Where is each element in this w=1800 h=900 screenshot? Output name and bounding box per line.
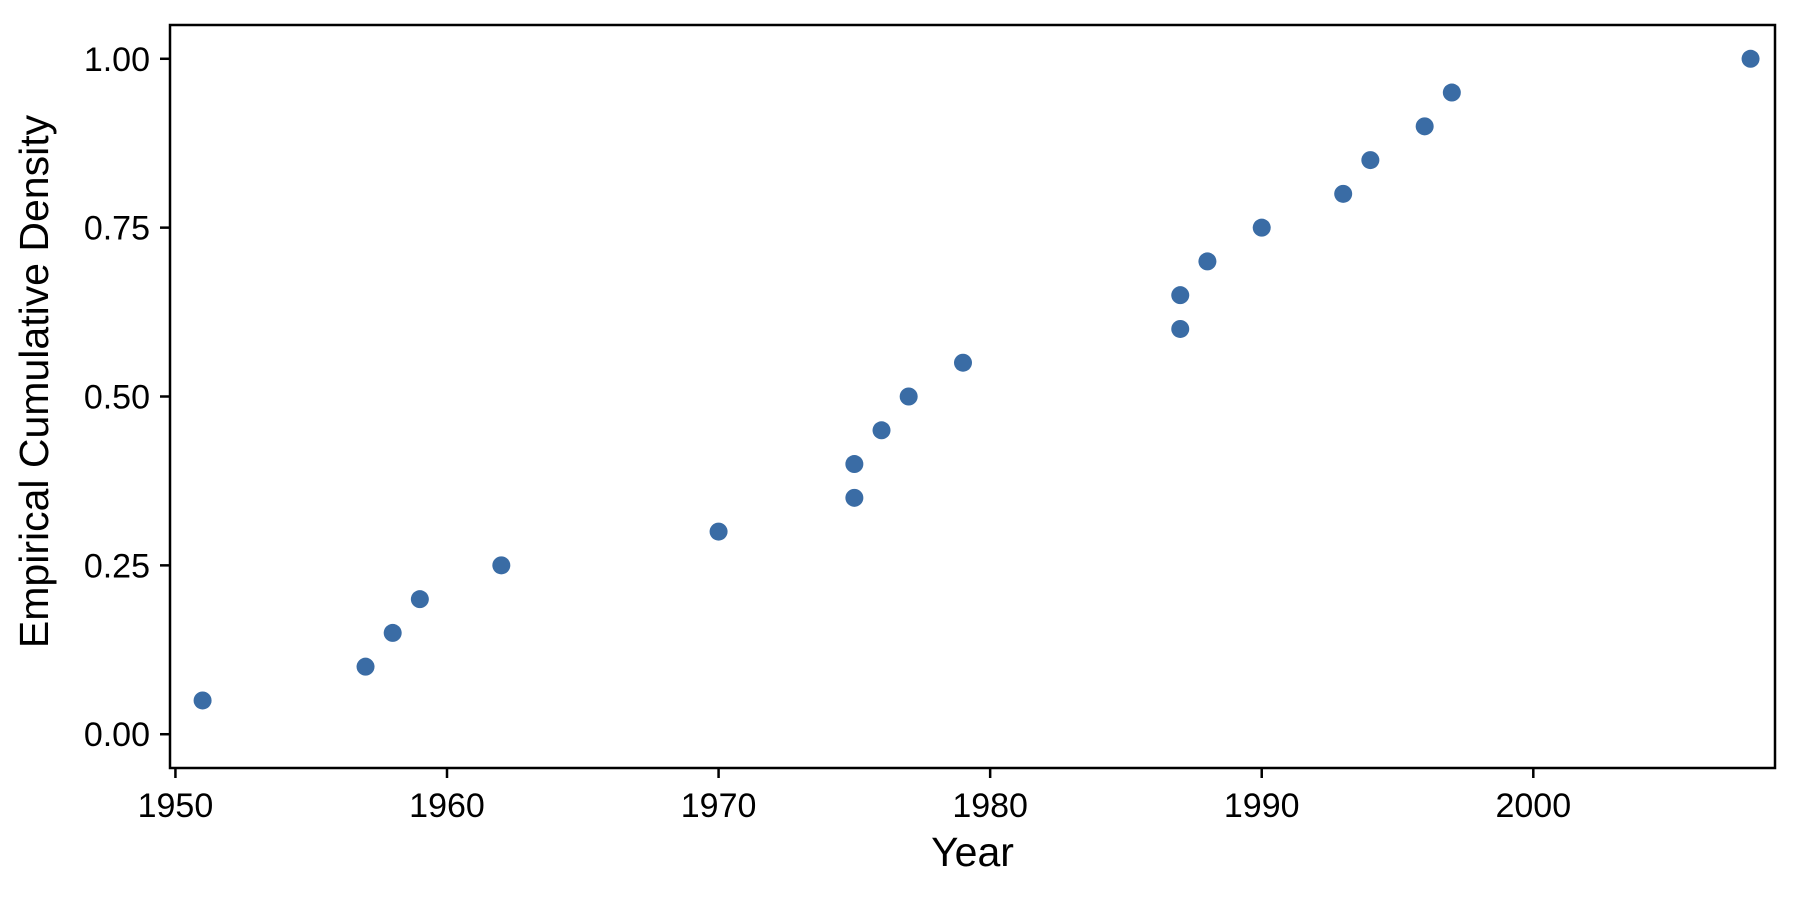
x-axis-ticks: 1950 1960 1970 1980 1990 2000 [138, 768, 1571, 825]
x-tick-label: 1950 [138, 787, 214, 825]
data-point [1334, 184, 1353, 203]
x-tick-label: 1990 [1224, 787, 1300, 825]
y-tick-label: 0.25 [84, 547, 150, 585]
data-point [899, 387, 918, 406]
y-axis-ticks: 0.00 0.25 0.50 0.75 1.00 [84, 41, 170, 754]
data-point [953, 353, 972, 372]
data-point [709, 522, 728, 541]
data-point [1171, 286, 1190, 305]
data-point [845, 455, 864, 474]
data-point [872, 421, 891, 440]
data-point [356, 657, 375, 676]
data-point [845, 488, 864, 507]
y-axis-title: Empirical Cumulative Density [11, 114, 57, 648]
data-point [1442, 83, 1461, 102]
axes-border [168, 23, 1777, 770]
x-tick-label: 2000 [1495, 787, 1571, 825]
x-tick-label: 1980 [952, 787, 1028, 825]
data-point [410, 590, 429, 609]
y-tick-label: 1.00 [84, 41, 150, 79]
data-point [193, 691, 212, 710]
y-tick-label: 0.75 [84, 210, 150, 248]
data-point [1252, 218, 1271, 237]
x-tick-label: 1960 [409, 787, 485, 825]
data-point [1171, 319, 1190, 338]
data-point [1415, 117, 1434, 136]
plot-frame [168, 23, 1777, 770]
data-point [383, 623, 402, 642]
data-points-layer [193, 49, 1760, 710]
data-point [1741, 49, 1760, 68]
data-point [1361, 151, 1380, 170]
x-axis-title: Year [931, 829, 1014, 875]
y-tick-label: 0.00 [84, 716, 150, 754]
data-point [1198, 252, 1217, 271]
y-tick-label: 0.50 [84, 379, 150, 417]
x-tick-label: 1970 [681, 787, 757, 825]
data-point [492, 556, 511, 575]
